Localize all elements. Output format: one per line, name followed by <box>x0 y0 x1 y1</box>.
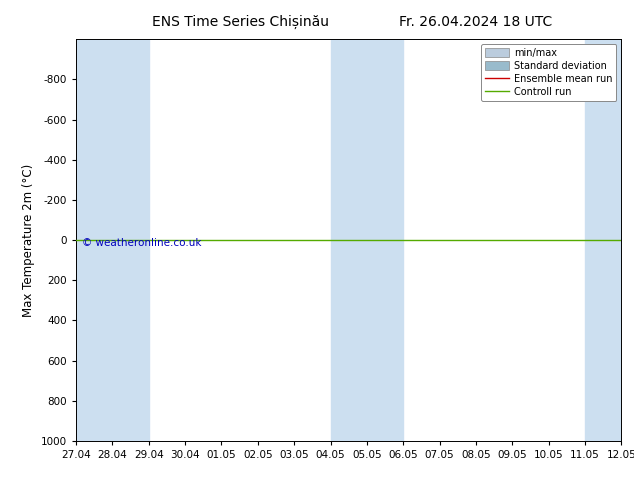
Bar <box>330 39 403 441</box>
Text: © weatheronline.co.uk: © weatheronline.co.uk <box>82 238 201 248</box>
Bar <box>76 39 149 441</box>
Text: ENS Time Series Chișinău: ENS Time Series Chișinău <box>152 15 330 29</box>
Bar <box>585 39 634 441</box>
Legend: min/max, Standard deviation, Ensemble mean run, Controll run: min/max, Standard deviation, Ensemble me… <box>481 44 616 100</box>
Y-axis label: Max Temperature 2m (°C): Max Temperature 2m (°C) <box>22 164 36 317</box>
Text: Fr. 26.04.2024 18 UTC: Fr. 26.04.2024 18 UTC <box>399 15 552 29</box>
